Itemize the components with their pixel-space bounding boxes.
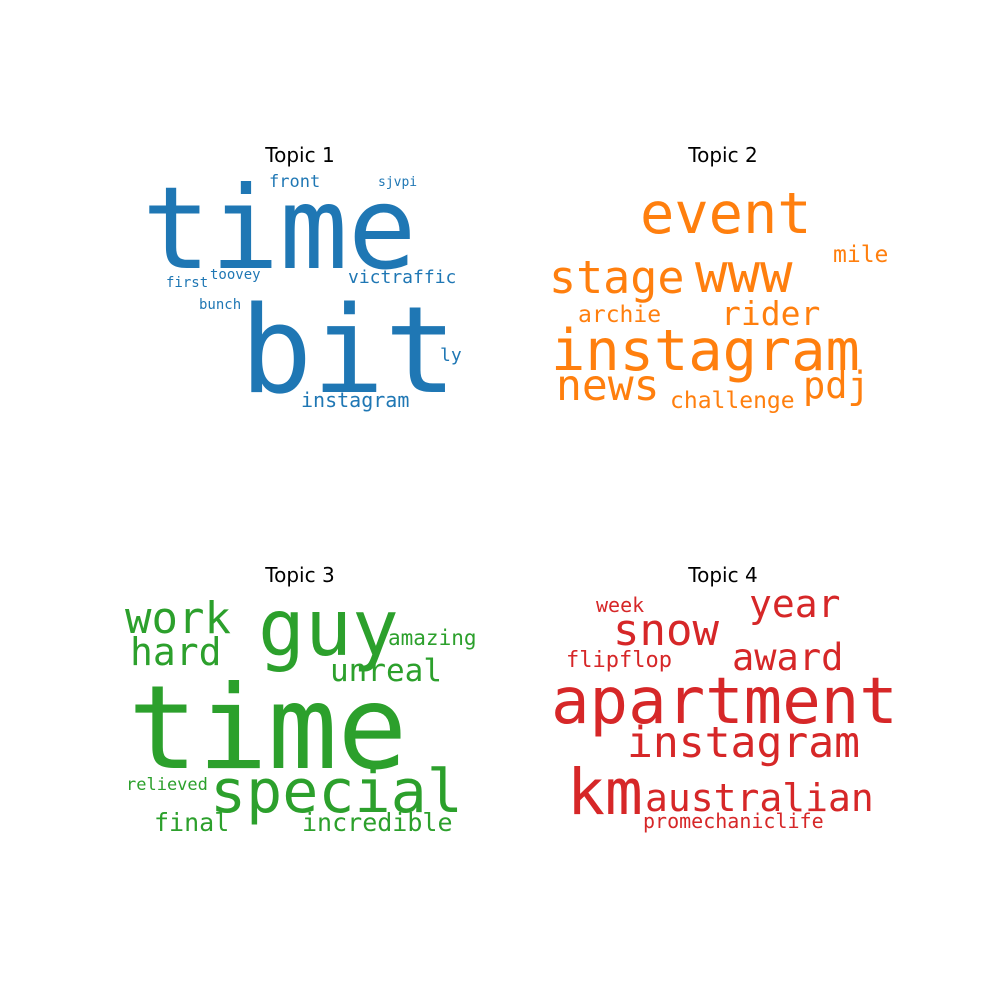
cloud-word-bunch: bunch (199, 297, 241, 313)
chart-title: Topic 4 (688, 563, 758, 587)
cloud-word-toovey: toovey (210, 267, 261, 283)
cloud-word-front: front (269, 172, 320, 192)
cloud-word-pdj: pdj (803, 364, 870, 407)
wordcloud-panel-topic-4: Topic 4 apartment km instagram australian sn… (543, 560, 903, 860)
cloud-word-special: special (210, 757, 463, 827)
cloud-word-stage: stage (549, 251, 684, 304)
cloud-word-week: week (596, 593, 644, 617)
cloud-word-bit: bit (240, 282, 457, 421)
chart-title: Topic 1 (265, 143, 335, 167)
cloud-word-flipflop: flipflop (566, 648, 672, 673)
wordcloud-panel-topic-1: Topic 1 time bit instagram victraffic front l… (120, 140, 480, 440)
cloud-word-incredible: incredible (302, 808, 453, 837)
cloud-word-instagram: instagram (551, 318, 860, 384)
chart-title: Topic 2 (688, 143, 758, 167)
cloud-word-australian: australian (645, 776, 874, 820)
cloud-word-apartment: apartment (551, 665, 898, 739)
cloud-word-km: km (567, 756, 643, 829)
cloud-word-ly: ly (440, 345, 462, 366)
cloud-word-time: time (128, 661, 407, 796)
cloud-word-mile: mile (833, 242, 888, 268)
cloud-word-snow: snow (613, 605, 719, 656)
cloud-word-time: time (142, 162, 417, 295)
cloud-word-hard: hard (130, 630, 222, 674)
cloud-word-sjvpi: sjvpi (378, 175, 417, 190)
cloud-word-unreal: unreal (330, 653, 442, 689)
cloud-word-challenge: challenge (670, 388, 795, 414)
cloud-word-award: award (732, 636, 843, 679)
cloud-word-archie: archie (578, 302, 661, 328)
wordcloud-panel-topic-3: Topic 3 time guy special work hard unreal incr… (120, 560, 480, 860)
wordcloud-panel-topic-2: Topic 2 instagram event www stage news rider p… (543, 140, 903, 440)
cloud-word-rider: rider (721, 294, 820, 333)
cloud-word-first: first (166, 275, 208, 291)
cloud-word-instagram: instagram (627, 718, 860, 768)
cloud-word-news: news (556, 361, 660, 411)
cloud-word-amazing: amazing (388, 626, 477, 650)
cloud-word-www: www (695, 242, 793, 305)
chart-title: Topic 3 (265, 563, 335, 587)
cloud-word-instagram: instagram (301, 388, 409, 412)
cloud-word-work: work (125, 593, 231, 644)
cloud-word-year: year (749, 582, 841, 626)
cloud-word-relieved: relieved (126, 775, 208, 795)
cloud-word-guy: guy (258, 584, 399, 674)
cloud-word-event: event (640, 181, 812, 247)
cloud-word-promechaniclife: promechaniclife (643, 809, 824, 833)
cloud-word-victraffic: victraffic (348, 267, 456, 288)
cloud-word-final: final (154, 808, 229, 837)
